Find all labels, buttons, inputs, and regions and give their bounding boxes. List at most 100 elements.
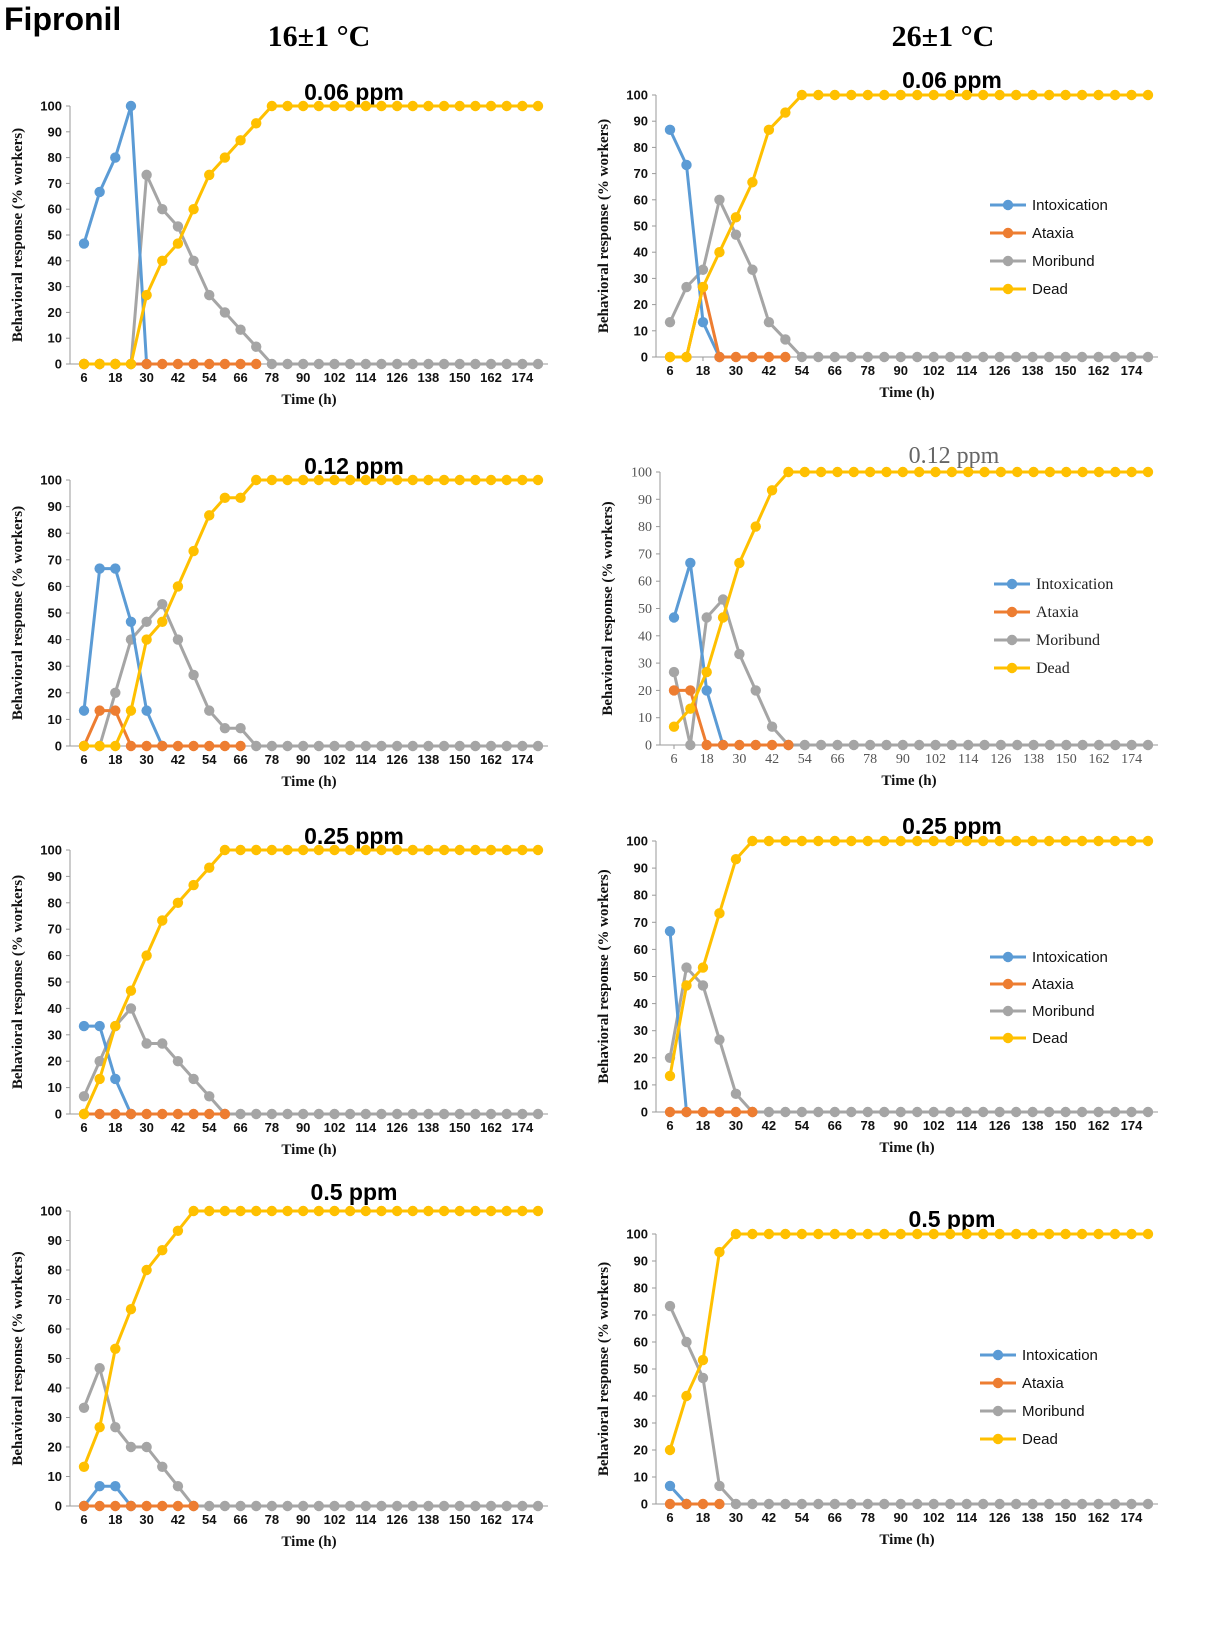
data-point [1043,1106,1055,1118]
data-point [1010,351,1022,363]
data-point [815,466,827,478]
data-point [141,1441,152,1453]
data-point [734,739,745,751]
data-point [251,740,262,752]
y-tick-label: 90 [48,124,62,139]
data-point [750,521,761,532]
data-point [313,474,325,486]
data-point [110,1343,121,1354]
y-tick-label: 40 [48,1381,62,1396]
data-point [376,474,387,486]
y-axis-label: Behavioral response (% workers) [10,128,26,342]
series-line-intoxication [668,129,721,358]
data-point [1093,1228,1104,1240]
data-point [664,316,676,328]
data-point [329,844,340,856]
x-tick-label: 42 [171,752,185,767]
data-point [1010,1106,1022,1118]
y-tick-label: 80 [634,888,648,903]
data-point [157,1038,168,1049]
data-point [94,1056,105,1067]
x-tick-label: 18 [108,1512,122,1527]
data-point [485,844,497,856]
legend: Intoxication Ataxia Moribund Dead [990,197,1108,298]
data-point [1076,835,1088,847]
data-point [141,169,152,181]
data-point [297,1500,309,1512]
x-tick-label: 54 [795,1510,810,1525]
legend-swatch-marker [1006,662,1018,674]
x-tick-label: 6 [666,1118,673,1133]
data-point [219,722,231,734]
data-point [391,740,403,752]
data-point [846,835,857,847]
data-point [815,739,827,751]
data-point [78,1020,90,1032]
y-tick-label: 70 [638,547,652,562]
legend-swatch-marker [1002,1005,1014,1017]
y-tick-label: 90 [48,869,62,884]
data-point [714,1034,725,1045]
data-point [685,685,696,696]
data-point [681,980,692,991]
data-point [846,1106,857,1118]
y-tick-label: 30 [634,1416,648,1431]
data-point [94,358,105,370]
series-dead [78,844,544,1120]
data-point [697,1354,709,1366]
data-point [747,1106,758,1118]
data-point [470,844,481,856]
data-point [282,1108,293,1120]
series-line-dead [82,848,538,1115]
data-point [125,705,137,716]
data-point [945,1106,956,1118]
data-point [172,897,184,908]
x-tick-label: 114 [956,363,978,378]
data-point [501,844,512,856]
data-point [376,100,387,112]
data-point [1142,739,1154,751]
x-tick-label: 174 [511,1512,533,1527]
data-point [763,1228,775,1240]
legend-swatch-marker [992,1405,1004,1417]
y-tick-label: 90 [48,499,62,514]
data-point [344,474,356,486]
data-point [532,1205,544,1217]
data-point [110,705,121,716]
y-tick-label: 60 [48,948,62,963]
data-point [796,1106,808,1118]
data-point [1060,1498,1071,1510]
data-point [1126,351,1137,363]
y-axis-label: Behavioral response (% workers) [10,506,26,720]
data-point [438,1500,450,1512]
data-point [994,1498,1005,1510]
data-point [780,1228,791,1240]
data-point [517,740,528,752]
data-point [219,152,231,163]
x-tick-label: 6 [666,363,673,378]
data-point [1126,1106,1137,1118]
y-tick-label: 50 [634,969,648,984]
data-point [796,89,808,101]
series-line-dead [82,1209,538,1468]
data-point [701,739,712,751]
x-tick-label: 78 [861,1510,875,1525]
data-point [813,89,824,101]
data-point [78,705,90,716]
data-point [697,1498,709,1510]
y-tick-label: 60 [48,1322,62,1337]
y-tick-label: 20 [48,305,62,320]
data-point [407,474,418,486]
data-point [1043,835,1055,847]
data-point [313,358,325,370]
data-point [407,1500,418,1512]
data-point [912,351,923,363]
data-point [813,1498,824,1510]
x-tick-label: 138 [1022,1510,1044,1525]
data-point [747,264,758,275]
data-point [251,1500,262,1512]
series-moribund [668,594,1154,751]
data-point [313,1500,325,1512]
data-point [813,1106,824,1118]
data-point [172,740,184,752]
